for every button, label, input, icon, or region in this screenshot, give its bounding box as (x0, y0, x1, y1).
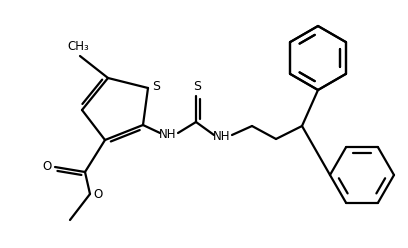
Text: NH: NH (213, 130, 231, 144)
Text: NH: NH (159, 128, 177, 142)
Text: S: S (193, 81, 201, 93)
Text: S: S (152, 80, 160, 93)
Text: O: O (42, 160, 52, 174)
Text: O: O (93, 187, 103, 200)
Text: CH₃: CH₃ (67, 39, 89, 53)
